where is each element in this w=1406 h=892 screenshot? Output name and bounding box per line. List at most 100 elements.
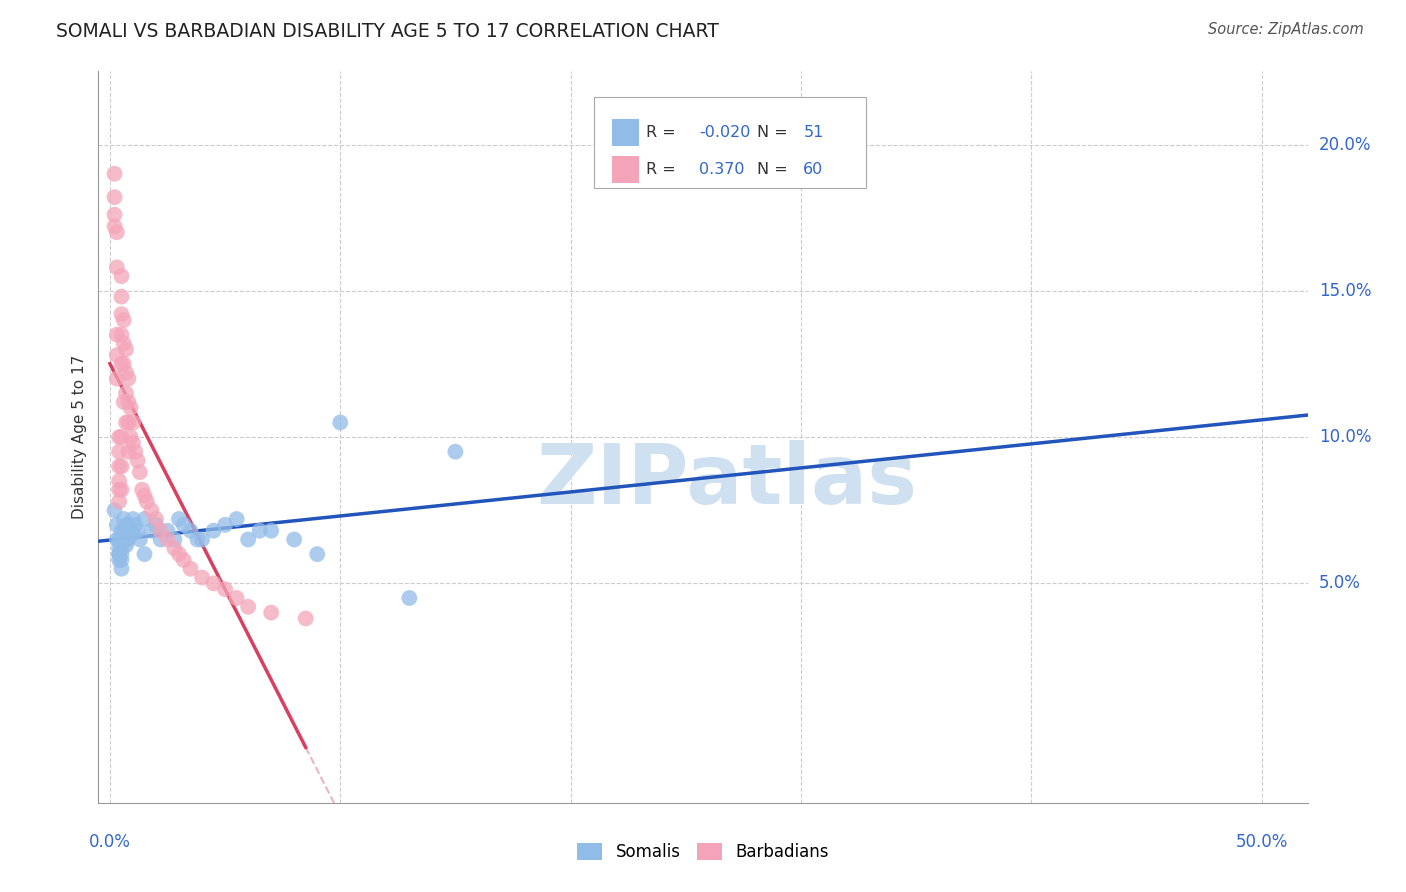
Point [134,512,156,526]
Text: R =: R = [647,125,681,140]
Point [117,533,139,547]
Point [105,517,128,532]
Point [105,533,128,547]
Point [124,444,146,458]
Text: 15.0%: 15.0% [1319,282,1371,300]
Point [105,260,128,275]
Point [122,526,145,541]
Point [186,533,208,547]
Point [398,591,420,605]
Text: N =: N = [758,125,793,140]
Point [117,444,139,458]
Point [108,430,131,444]
Point [110,327,132,342]
Bar [613,119,638,146]
Point [191,533,214,547]
Point [122,416,145,430]
Point [122,436,145,450]
Point [236,599,259,614]
Text: 0.370: 0.370 [699,162,745,178]
Point [127,524,149,538]
Point [173,517,195,532]
Point [108,533,131,547]
Text: 0.0%: 0.0% [89,833,131,851]
Point [105,371,128,385]
Y-axis label: Disability Age 5 to 17: Disability Age 5 to 17 [72,355,87,519]
Point [122,512,145,526]
Point [141,503,163,517]
Point [180,562,202,576]
Point [117,371,139,385]
Point [214,582,236,597]
Point [112,395,135,409]
Point [103,503,125,517]
Point [249,524,271,538]
Text: N =: N = [758,162,793,178]
Point [191,570,214,584]
Point [108,474,131,488]
Text: R =: R = [647,162,681,178]
Text: 60: 60 [803,162,824,178]
Point [167,512,190,526]
Point [115,533,138,547]
Point [110,483,132,497]
Point [236,533,259,547]
Point [108,553,131,567]
Point [103,167,125,181]
Bar [613,156,638,184]
Point [105,225,128,239]
Point [110,553,132,567]
Point [131,483,153,497]
Point [110,269,132,284]
Point [149,524,172,538]
Point [108,547,131,561]
Point [103,190,125,204]
Text: 50.0%: 50.0% [1236,833,1288,851]
Text: 10.0%: 10.0% [1319,428,1371,446]
Point [180,524,202,538]
Point [103,208,125,222]
Point [294,611,316,625]
Point [260,606,283,620]
Point [110,562,132,576]
Point [112,533,135,547]
Point [307,547,329,561]
Point [115,517,138,532]
Point [173,553,195,567]
Point [283,533,305,547]
Point [112,524,135,538]
Text: ZIPatlas: ZIPatlas [537,441,918,522]
Point [110,430,132,444]
Point [127,453,149,467]
Point [145,512,167,526]
Point [163,541,186,556]
Point [225,512,247,526]
Point [202,576,225,591]
Point [214,517,236,532]
Point [145,517,167,532]
Point [110,290,132,304]
FancyBboxPatch shape [595,97,866,188]
Point [103,219,125,234]
Point [110,357,132,371]
Point [124,517,146,532]
Point [108,541,131,556]
Point [110,459,132,474]
Point [105,327,128,342]
Point [105,348,128,362]
Point [156,533,179,547]
Point [108,547,131,561]
Point [134,547,156,561]
Point [112,512,135,526]
Point [115,366,138,380]
Point [260,524,283,538]
Text: -0.020: -0.020 [699,125,751,140]
Text: 51: 51 [803,125,824,140]
Text: Source: ZipAtlas.com: Source: ZipAtlas.com [1208,22,1364,37]
Point [167,547,190,561]
Point [117,517,139,532]
Point [117,416,139,430]
Point [108,483,131,497]
Point [128,533,150,547]
Point [112,313,135,327]
